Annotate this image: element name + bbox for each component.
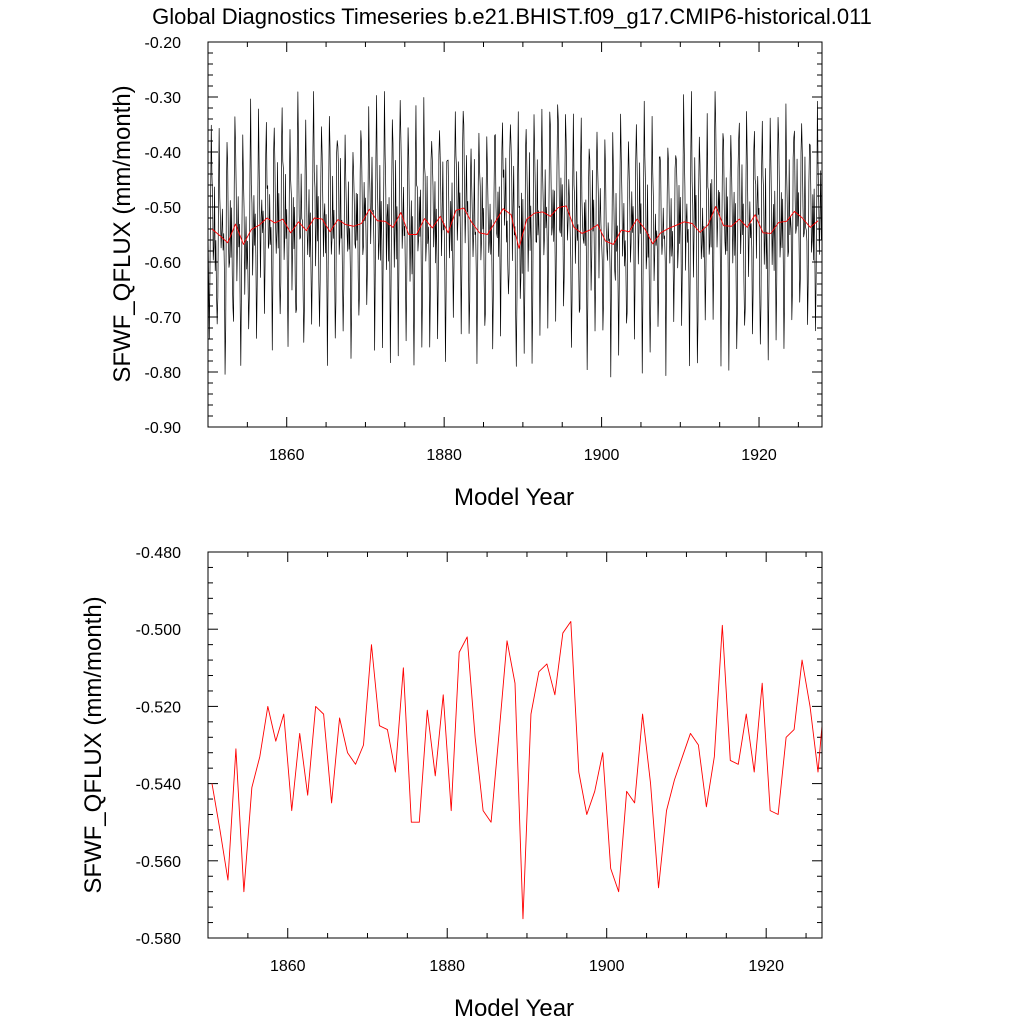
bottom-series: [211, 621, 823, 920]
top-x-tick-label: 1920: [741, 447, 777, 464]
top-x-tick-label: 1880: [426, 447, 462, 464]
bottom-y-tick-label: -0.500: [136, 622, 181, 639]
bottom-y-tick-label: -0.560: [136, 854, 181, 871]
panel-top: 1860 1880 1900 1920 -0.20 -0.30 -0.40 -0.50 -0.6…: [109, 35, 823, 511]
bottom-y-tick-label: -0.480: [136, 545, 181, 562]
top-y-axis-title: SFWF_QFLUX (mm/month): [109, 85, 136, 382]
figure-title: Global Diagnostics Timeseries b.e21.BHIS…: [152, 4, 872, 29]
bottom-y-tick-label: -0.540: [136, 777, 181, 794]
top-y-tick-label: -0.60: [145, 255, 182, 272]
bottom-ticks: [207, 551, 822, 939]
top-y-tick-label: -0.70: [145, 310, 182, 327]
bottom-x-tick-label: 1860: [270, 958, 306, 975]
top-plot-frame: [207, 41, 823, 428]
top-tick-labels: 1860 1880 1900 1920 -0.20 -0.30 -0.40 -0.50 -0.6…: [145, 35, 777, 464]
bottom-y-tick-label: -0.580: [136, 931, 181, 948]
bottom-x-axis-title: Model Year: [454, 995, 574, 1022]
top-y-tick-label: -0.90: [145, 420, 182, 437]
top-y-tick-label: -0.80: [145, 365, 182, 382]
panel-bottom: 1860 1880 1900 1920 -0.480 -0.500 -0.520 -0.540…: [80, 545, 823, 1022]
top-x-tick-label: 1900: [584, 447, 620, 464]
top-series: [207, 91, 822, 378]
bottom-y-axis-title: SFWF_QFLUX (mm/month): [80, 596, 107, 893]
top-x-axis-title: Model Year: [454, 484, 574, 511]
bottom-x-tick-label: 1900: [589, 958, 625, 975]
top-y-tick-label: -0.40: [145, 145, 182, 162]
bottom-plot-frame: [207, 551, 823, 939]
bottom-x-tick-label: 1880: [429, 958, 465, 975]
top-y-tick-label: -0.30: [145, 90, 182, 107]
bottom-series-annual: [211, 621, 823, 920]
top-y-tick-label: -0.20: [145, 35, 182, 52]
bottom-y-tick-label: -0.520: [136, 699, 181, 716]
bottom-tick-labels: 1860 1880 1900 1920 -0.480 -0.500 -0.520 -0.540…: [136, 545, 784, 975]
top-series-annual: [211, 205, 819, 249]
bottom-x-tick-label: 1920: [748, 958, 784, 975]
top-y-tick-label: -0.50: [145, 200, 182, 217]
top-x-tick-label: 1860: [269, 447, 305, 464]
